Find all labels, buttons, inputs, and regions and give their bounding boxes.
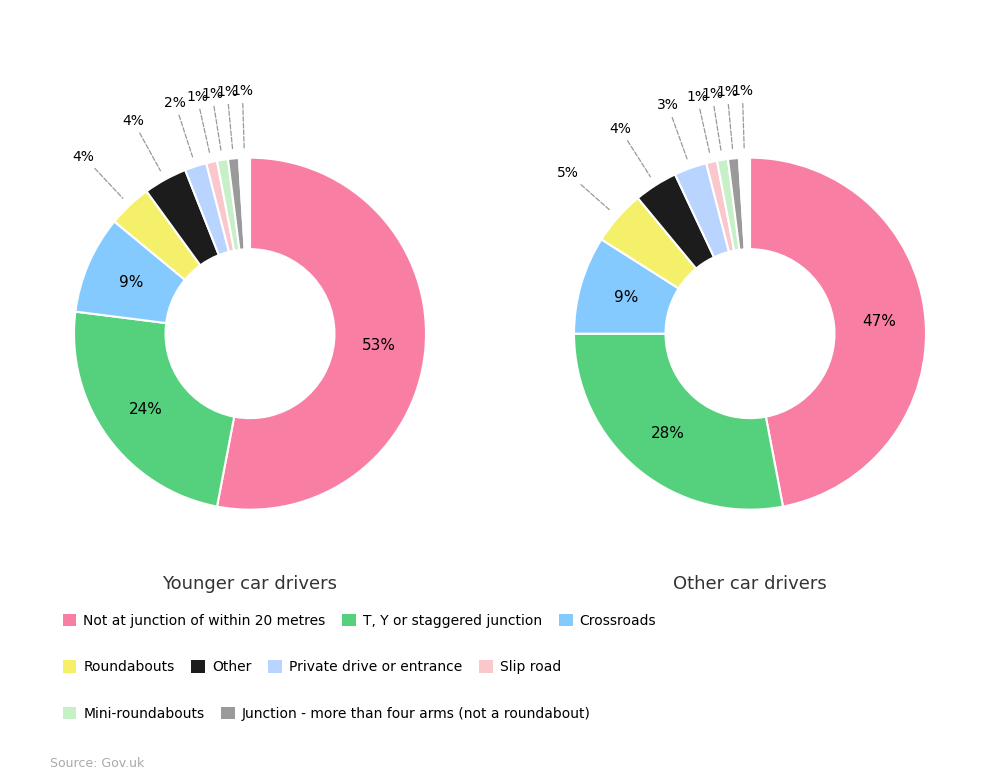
Text: 1%: 1% (216, 85, 238, 149)
Wedge shape (739, 158, 750, 249)
Wedge shape (114, 192, 200, 280)
Text: 53%: 53% (362, 338, 396, 353)
Wedge shape (574, 239, 679, 334)
Text: 1%: 1% (231, 84, 253, 148)
Wedge shape (75, 221, 185, 323)
Wedge shape (717, 159, 739, 251)
Wedge shape (706, 161, 734, 252)
Text: 3%: 3% (657, 98, 687, 159)
Text: 28%: 28% (651, 426, 684, 441)
Wedge shape (74, 312, 234, 507)
Wedge shape (147, 170, 219, 265)
Text: 24%: 24% (128, 402, 162, 417)
Text: Younger car drivers: Younger car drivers (162, 574, 338, 593)
Text: 5%: 5% (557, 166, 611, 211)
Text: 1%: 1% (686, 90, 709, 152)
Wedge shape (750, 158, 926, 507)
Wedge shape (574, 334, 783, 510)
Wedge shape (728, 158, 745, 250)
Wedge shape (217, 159, 239, 251)
Text: 4%: 4% (609, 122, 650, 177)
Wedge shape (206, 161, 234, 252)
Wedge shape (228, 158, 245, 250)
Text: Other car drivers: Other car drivers (673, 574, 827, 593)
Wedge shape (185, 163, 229, 255)
Legend: Roundabouts, Other, Private drive or entrance, Slip road: Roundabouts, Other, Private drive or ent… (57, 655, 567, 680)
Text: 2%: 2% (164, 95, 193, 157)
Legend: Not at junction of within 20 metres, T, Y or staggered junction, Crossroads: Not at junction of within 20 metres, T, … (57, 608, 662, 633)
Text: 1%: 1% (731, 84, 753, 148)
Text: 1%: 1% (186, 90, 209, 152)
Text: 4%: 4% (73, 150, 123, 198)
Text: 9%: 9% (119, 275, 143, 289)
Text: 9%: 9% (614, 290, 638, 305)
Wedge shape (675, 163, 729, 257)
Wedge shape (601, 198, 696, 289)
Legend: Mini-roundabouts, Junction - more than four arms (not a roundabout): Mini-roundabouts, Junction - more than f… (57, 702, 596, 726)
Text: 4%: 4% (122, 114, 160, 171)
Text: 1%: 1% (716, 85, 738, 149)
Text: 1%: 1% (701, 87, 723, 150)
Wedge shape (217, 158, 426, 510)
Wedge shape (239, 158, 250, 249)
Text: 47%: 47% (862, 314, 896, 329)
Text: Source: Gov.uk: Source: Gov.uk (50, 757, 144, 770)
Wedge shape (638, 175, 714, 268)
Text: 1%: 1% (201, 87, 223, 150)
